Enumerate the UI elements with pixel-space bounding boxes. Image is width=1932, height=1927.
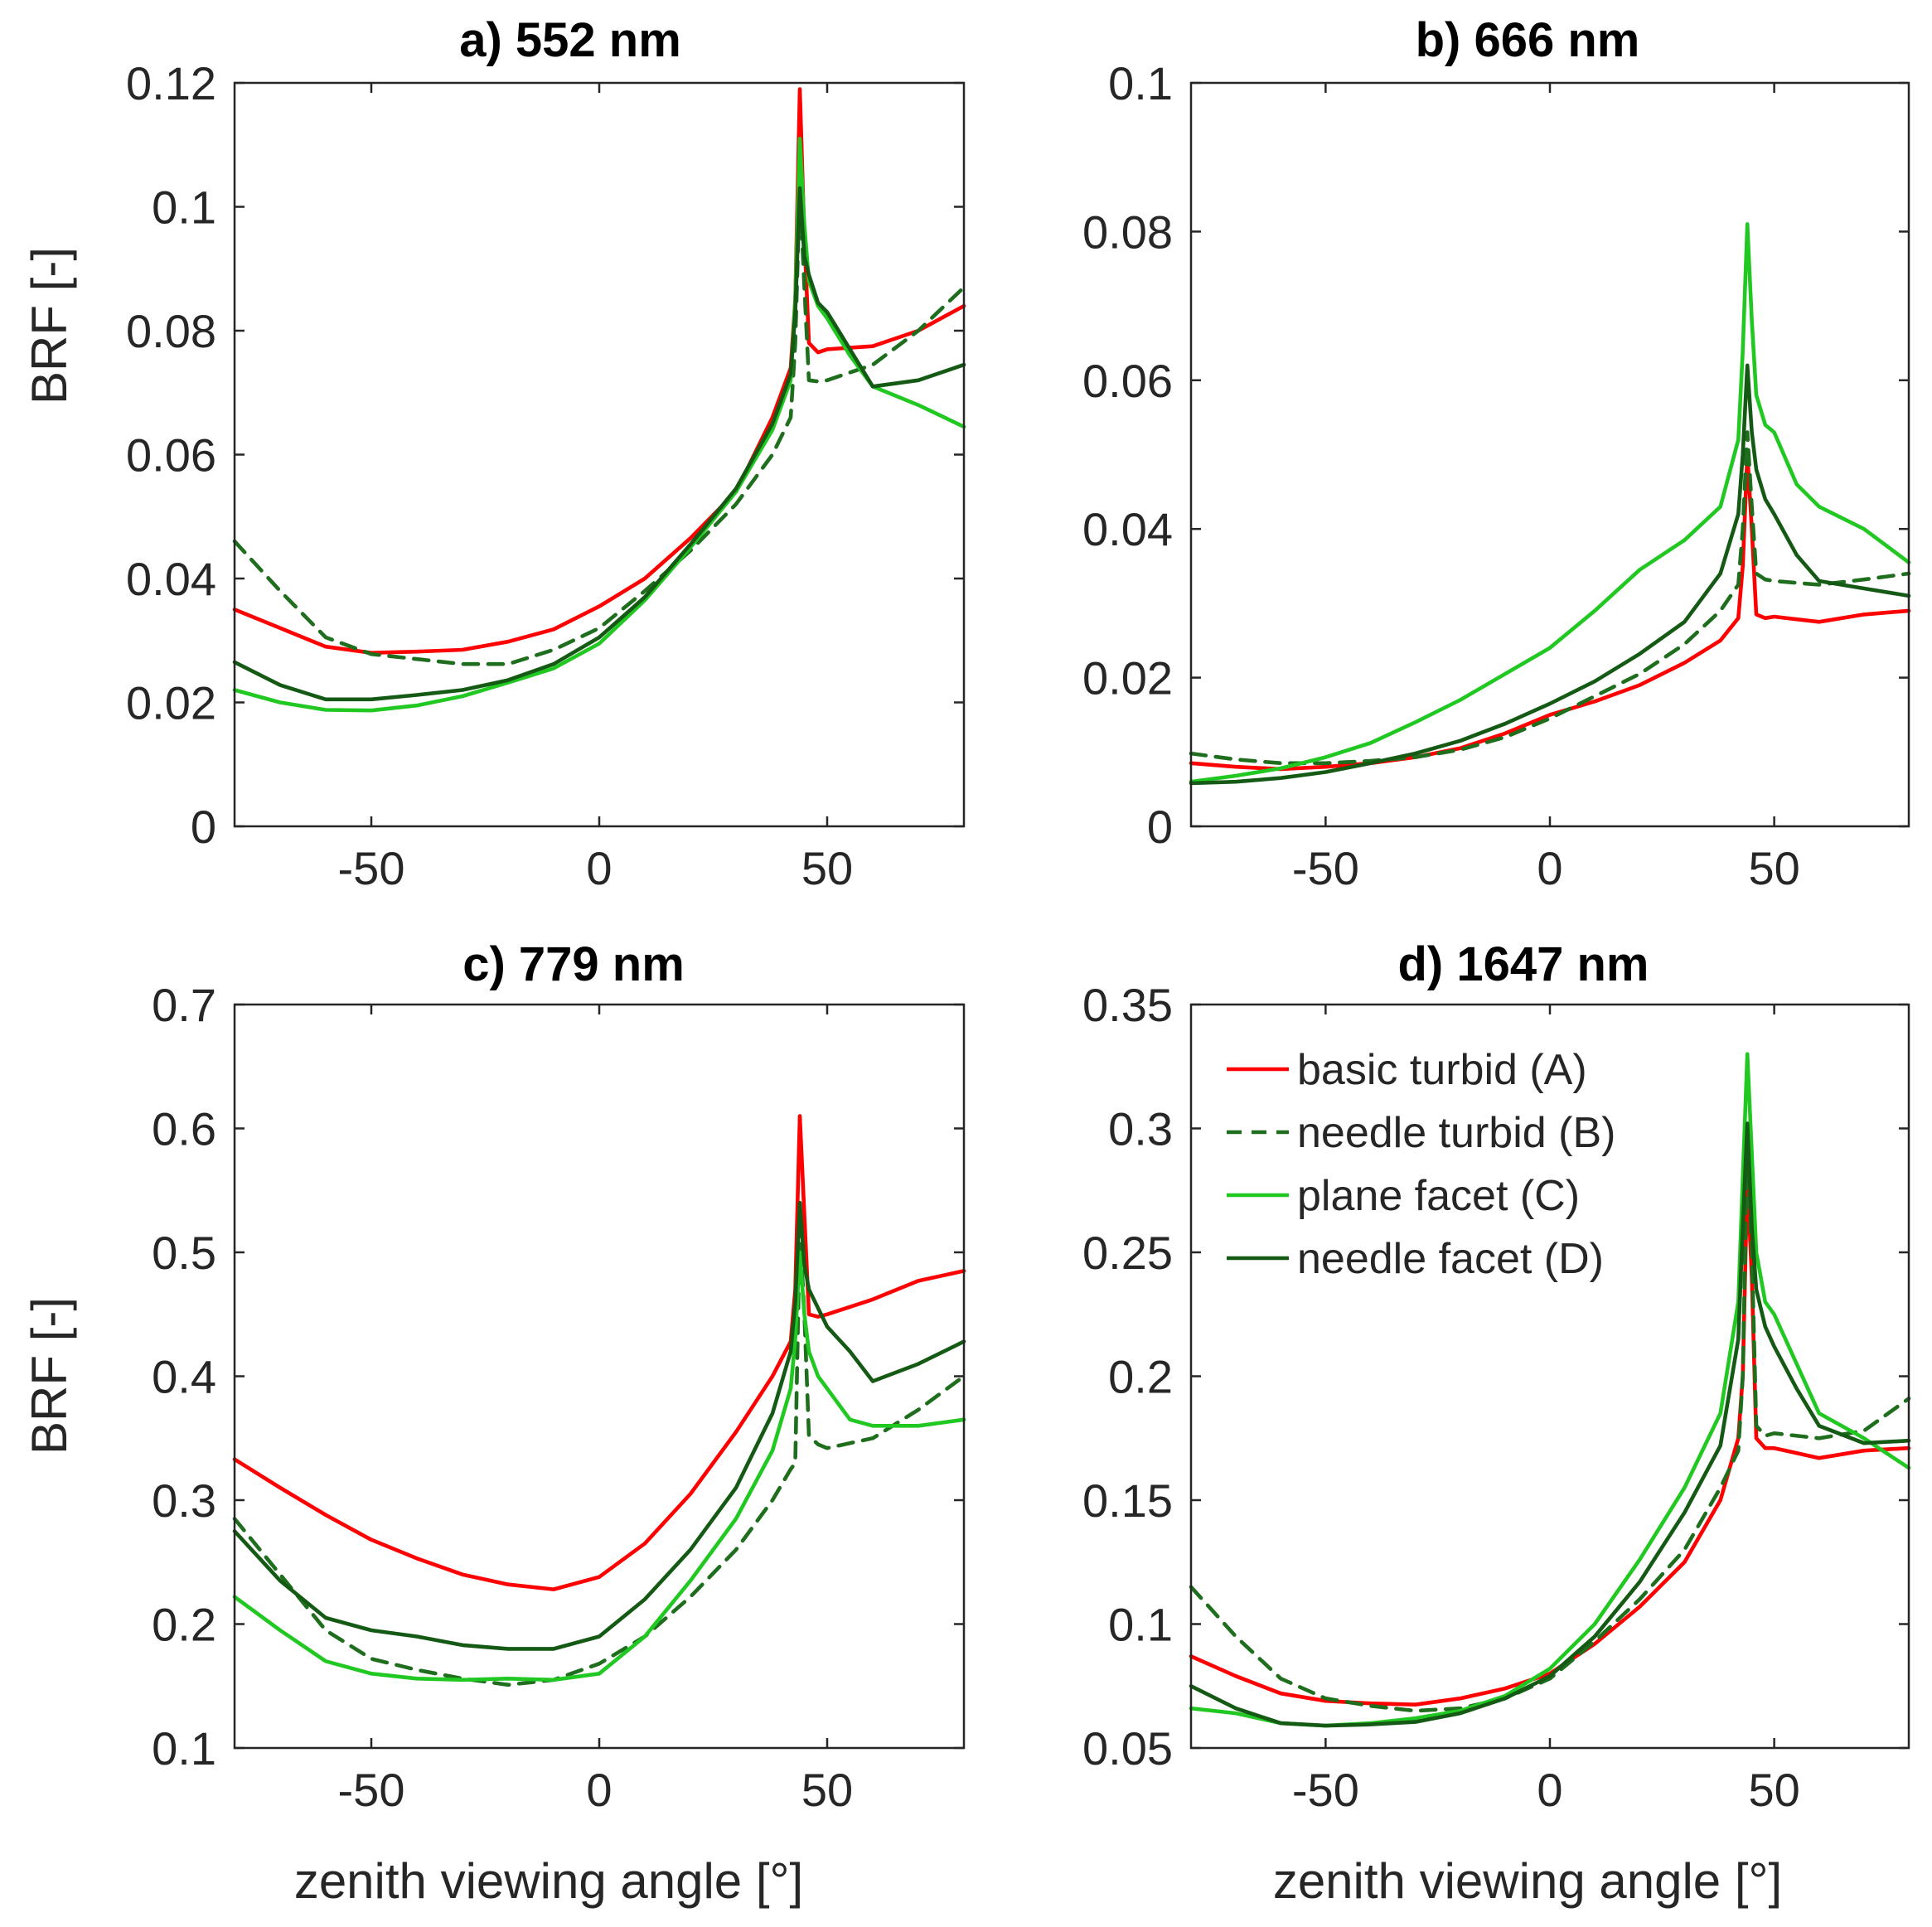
- panel-a-plot: 0 0.02 0.04 0.06 0.08 0.1 0.12 -50 0 50: [126, 57, 966, 894]
- panel-b-axes-frame: [1189, 81, 1910, 828]
- panel-c-ytick-label: 0.7: [152, 979, 216, 1031]
- panel-a-ytick-label: 0.04: [126, 553, 216, 605]
- panel-a-y-axis-label: BRF [-]: [22, 247, 77, 404]
- panel-a-ytick-label: 0.12: [126, 57, 216, 109]
- panel-c-plot: 0.1 0.2 0.3 0.4 0.5 0.6 0.7 -50 0 50: [152, 979, 966, 1816]
- panel-b-xtick-label: 0: [1537, 842, 1562, 894]
- panel-b-xtick-label: -50: [1292, 842, 1359, 894]
- panel-d-ytick-label: 0.35: [1082, 979, 1173, 1031]
- panel-c-title: c) 779 nm: [462, 937, 685, 991]
- panel-c-y-axis-label: BRF [-]: [22, 1297, 77, 1455]
- panel-a-series-needle-turbid: [232, 186, 966, 666]
- panel-b-plot: 0 0.02 0.04 0.06 0.08 0.1 -50 0 50: [1082, 57, 1911, 894]
- panel-c: c) 779 nm BRF [-] zenith viewing angle […: [22, 937, 966, 1909]
- panel-b-series-plane-facet: [1189, 222, 1911, 784]
- panel-c-ytick-label: 0.3: [152, 1474, 216, 1527]
- panel-b-ytick-label: 0.04: [1082, 503, 1173, 555]
- panel-d-plot: 0.05 0.1 0.15 0.2 0.25 0.3 0.35 -50 0 50: [1082, 979, 1911, 1816]
- panel-d-title: d) 1647 nm: [1398, 937, 1649, 991]
- panel-a-ytick-label: 0.1: [152, 182, 216, 234]
- panel-a-series-plane-facet: [232, 137, 966, 713]
- panel-c-ytick-label: 0.4: [152, 1351, 216, 1403]
- panel-d-ytick-label: 0.25: [1082, 1227, 1173, 1279]
- panel-a-xtick-label: 0: [586, 842, 612, 894]
- panel-c-xtick-label: 50: [801, 1764, 853, 1816]
- panel-d-xtick-label: 0: [1537, 1764, 1562, 1816]
- panel-b-ytick-label: 0.08: [1082, 206, 1173, 258]
- panel-b: b) 666 nm 0 0.02 0.04 0.06 0.08 0.1 -50 0 50: [1082, 13, 1911, 894]
- panel-a-xtick-label: -50: [338, 842, 405, 894]
- panel-d-ytick-label: 0.2: [1108, 1351, 1173, 1403]
- panel-d-axes-frame: [1189, 1003, 1910, 1750]
- panel-b-title: b) 666 nm: [1416, 13, 1640, 67]
- legend: basic turbid (A) needle turbid (B) plane…: [1227, 1046, 1615, 1283]
- panel-b-series-needle-turbid: [1189, 430, 1911, 766]
- panel-d-series-needle-turbid: [1189, 1139, 1911, 1713]
- panel-b-ytick-label: 0.1: [1108, 57, 1173, 109]
- panel-c-ytick-label: 0.6: [152, 1103, 216, 1155]
- legend-label-needle-turbid: needle turbid (B): [1297, 1109, 1615, 1157]
- panel-a-ytick-label: 0: [191, 801, 216, 853]
- panel-d-xtick-label: 50: [1748, 1764, 1799, 1816]
- legend-label-basic-turbid: basic turbid (A): [1297, 1046, 1587, 1094]
- panel-c-ytick-label: 0.5: [152, 1227, 216, 1279]
- legend-label-needle-facet: needle facet (D): [1297, 1235, 1604, 1283]
- panel-c-xtick-label: -50: [338, 1764, 405, 1816]
- panel-a-ytick-label: 0.02: [126, 677, 216, 729]
- panel-b-series-needle-facet: [1189, 363, 1911, 786]
- legend-label-plane-facet: plane facet (C): [1297, 1172, 1580, 1220]
- panel-c-ytick-label: 0.1: [152, 1722, 216, 1774]
- panel-c-axes-frame: [233, 1003, 966, 1750]
- panel-d-ytick-label: 0.15: [1082, 1474, 1173, 1527]
- panel-d-x-axis-label: zenith viewing angle [°]: [1273, 1853, 1782, 1909]
- panel-d-ytick-label: 0.05: [1082, 1722, 1173, 1774]
- panel-a-axes-frame: [233, 81, 966, 828]
- panel-d-ytick-label: 0.1: [1108, 1599, 1173, 1651]
- panel-c-series-plane-facet: [232, 1250, 966, 1682]
- panel-d-series-needle-facet: [1189, 1121, 1911, 1728]
- panel-b-ytick-label: 0.02: [1082, 652, 1173, 704]
- panel-d-xtick-label: -50: [1292, 1764, 1359, 1816]
- panel-a-ytick-label: 0.06: [126, 429, 216, 482]
- panel-a-title: a) 552 nm: [459, 13, 681, 67]
- panel-c-ytick-label: 0.2: [152, 1599, 216, 1651]
- panel-a-xtick-label: 50: [801, 842, 853, 894]
- panel-a-series-needle-facet: [232, 186, 966, 702]
- panel-a: a) 552 nm BRF [-] 0 0.02 0.04 0.06 0.08 0.1 0.…: [22, 13, 966, 894]
- panel-a-ytick-label: 0.08: [126, 305, 216, 357]
- panel-b-ytick-label: 0.06: [1082, 355, 1173, 407]
- panel-d-ytick-label: 0.3: [1108, 1103, 1173, 1155]
- panel-b-ytick-label: 0: [1147, 801, 1173, 853]
- panel-c-series-needle-turbid: [232, 1225, 966, 1687]
- panel-c-xtick-label: 0: [586, 1764, 612, 1816]
- panel-c-x-axis-label: zenith viewing angle [°]: [294, 1853, 803, 1909]
- panel-c-series-needle-facet: [232, 1200, 966, 1651]
- panel-d: d) 1647 nm zenith viewing angle [°] 0.05…: [1082, 937, 1911, 1909]
- panel-b-xtick-label: 50: [1748, 842, 1799, 894]
